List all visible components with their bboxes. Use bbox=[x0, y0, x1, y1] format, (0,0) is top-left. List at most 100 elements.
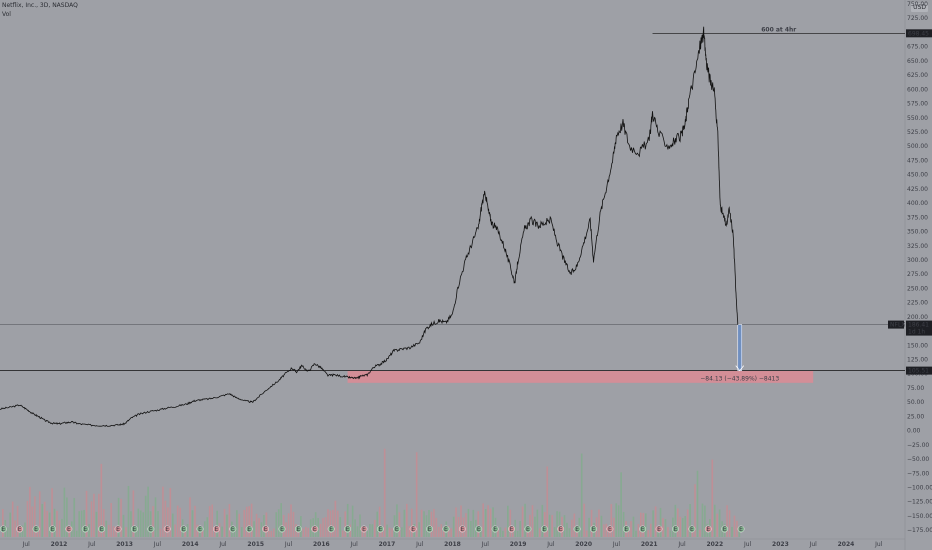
volume-bar bbox=[620, 472, 622, 537]
target-zone bbox=[347, 370, 814, 383]
volume-bar bbox=[351, 505, 354, 537]
volume-bar bbox=[657, 528, 659, 537]
earnings-marker-letter: E bbox=[608, 526, 612, 533]
earnings-marker bbox=[590, 525, 597, 533]
volume-bar bbox=[167, 507, 169, 537]
volume-bar bbox=[546, 466, 549, 537]
x-tick-label: 2020 bbox=[575, 541, 592, 548]
volume-bar bbox=[16, 505, 19, 537]
volume-bar bbox=[617, 505, 620, 537]
earnings-marker-letter: E bbox=[313, 526, 317, 533]
earnings-marker-letter: E bbox=[493, 526, 497, 533]
y-tick-label: 150.00 bbox=[907, 342, 928, 349]
earnings-marker bbox=[360, 525, 368, 533]
volume-bar bbox=[75, 530, 78, 537]
volume-bar bbox=[317, 517, 319, 537]
volume-bar bbox=[731, 526, 733, 537]
volume-bar bbox=[309, 519, 312, 537]
volume-bar bbox=[470, 521, 472, 537]
earnings-marker bbox=[508, 525, 515, 533]
volume-bar bbox=[366, 530, 369, 537]
volume-bar bbox=[630, 521, 632, 537]
y-tick-label: 25.00 bbox=[907, 413, 924, 420]
volume-bar bbox=[236, 510, 238, 537]
earnings-marker-letter: E bbox=[444, 526, 448, 533]
earnings-marker-letter: E bbox=[182, 526, 186, 533]
volume-bar bbox=[11, 501, 14, 537]
volume-bar bbox=[125, 527, 127, 537]
earnings-marker-letter: E bbox=[411, 526, 415, 533]
volume-bar bbox=[19, 528, 21, 537]
volume-bar bbox=[622, 511, 625, 537]
volume-bar bbox=[255, 513, 258, 537]
volume-bar bbox=[344, 511, 347, 537]
volume-bar bbox=[179, 507, 181, 537]
volume-bar bbox=[265, 512, 268, 537]
symbol-title: Netflix, Inc., 3D, NASDAQ bbox=[2, 2, 78, 9]
volume-bar bbox=[568, 528, 571, 537]
earnings-marker bbox=[212, 525, 220, 533]
volume-bar bbox=[300, 516, 302, 537]
last-price-tag: 186.41 bbox=[908, 322, 929, 329]
earnings-marker bbox=[409, 525, 417, 533]
volume-bar bbox=[115, 530, 117, 537]
earnings-marker bbox=[442, 525, 450, 533]
earnings-marker bbox=[81, 525, 89, 533]
volume-bar bbox=[499, 527, 502, 537]
volume-bar bbox=[539, 528, 541, 537]
volume-bar bbox=[268, 530, 270, 537]
volume-bar bbox=[31, 506, 34, 537]
x-tick-label: 2022 bbox=[706, 541, 723, 548]
earnings-marker bbox=[114, 525, 122, 533]
y-tick-label: 725.00 bbox=[907, 15, 928, 22]
x-tick-label: Jul bbox=[481, 541, 490, 548]
volume-bar bbox=[174, 524, 177, 537]
volume-bar bbox=[216, 510, 218, 537]
earnings-marker-letter: E bbox=[346, 526, 350, 533]
volume-bar bbox=[337, 510, 339, 537]
earnings-marker-letter: E bbox=[641, 526, 645, 533]
volume-bar bbox=[238, 513, 241, 537]
volume-bar bbox=[531, 505, 534, 537]
y-tick-label: 750.00 bbox=[907, 1, 928, 8]
y-tick-label: 325.00 bbox=[907, 243, 928, 250]
earnings-marker-letter: E bbox=[575, 526, 579, 533]
volume-bar bbox=[381, 530, 383, 537]
y-tick-label: 50.00 bbox=[907, 399, 924, 406]
volume-bar bbox=[319, 523, 322, 537]
volume-bar bbox=[117, 497, 120, 537]
volume-bar bbox=[659, 507, 662, 537]
x-tick-label: Jul bbox=[87, 541, 96, 548]
volume-bar bbox=[415, 452, 418, 537]
volume-bar bbox=[297, 529, 300, 537]
volume-bar bbox=[103, 509, 105, 537]
earnings-marker-letter: E bbox=[198, 526, 202, 533]
volume-bar bbox=[689, 504, 691, 537]
volume-bar bbox=[447, 526, 450, 537]
volume-bar bbox=[171, 513, 174, 537]
volume-bar bbox=[460, 505, 462, 537]
earnings-marker-letter: E bbox=[592, 526, 596, 533]
volume-bar bbox=[386, 524, 388, 537]
volume-bar bbox=[359, 514, 361, 537]
y-tick-label: 425.00 bbox=[907, 186, 928, 193]
volume-bar bbox=[627, 528, 630, 537]
volume-bar bbox=[154, 497, 157, 537]
volume-bar bbox=[608, 530, 610, 537]
volume-bar bbox=[98, 493, 100, 537]
volume-bar bbox=[691, 529, 694, 537]
volume-bar bbox=[378, 506, 381, 537]
currency-badge[interactable]: USD bbox=[911, 3, 928, 12]
volume-bar bbox=[733, 515, 736, 537]
volume-bar bbox=[243, 509, 246, 537]
volume-bar bbox=[169, 488, 172, 537]
earnings-marker bbox=[130, 525, 138, 533]
volume-bar bbox=[396, 504, 398, 537]
y-tick-label: −50.00 bbox=[907, 456, 929, 463]
earnings-marker bbox=[426, 525, 433, 533]
volume-bar bbox=[285, 522, 287, 537]
volume-bar bbox=[738, 530, 741, 537]
volume-bar bbox=[56, 510, 58, 537]
y-tick-label: 525.00 bbox=[907, 129, 928, 136]
